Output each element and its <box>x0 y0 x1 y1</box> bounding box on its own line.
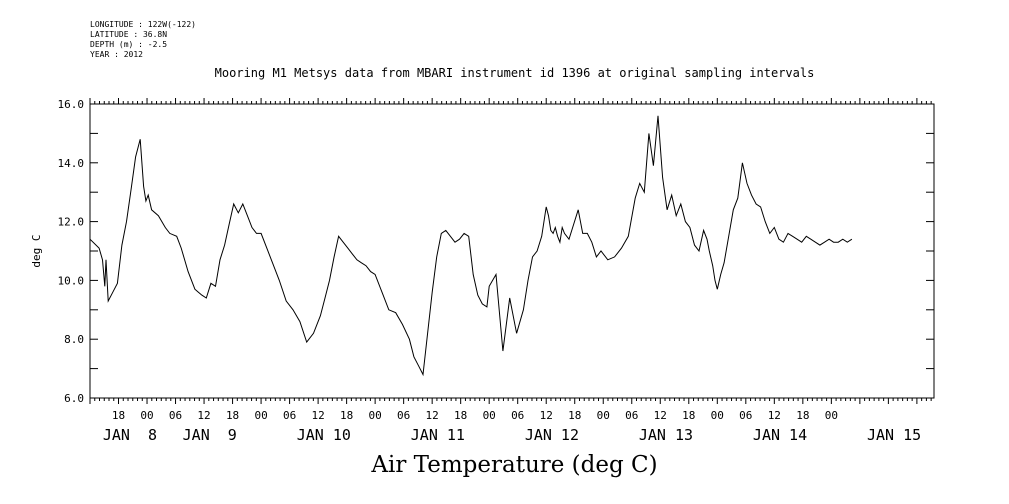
x-hour-label: 18 <box>226 409 239 422</box>
x-hour-label: 12 <box>197 409 210 422</box>
temperature-series-line <box>89 115 853 377</box>
y-tick-label: 14.0 <box>58 157 85 170</box>
x-hour-label: 06 <box>739 409 752 422</box>
x-hour-label: 00 <box>825 409 838 422</box>
latitude-text: LATITUDE : 36.8N <box>90 30 168 39</box>
x-day-label: JAN 15 <box>867 426 921 444</box>
x-hour-label: 12 <box>311 409 324 422</box>
x-axis-ticks: 18 00 06 12 18 00 06 12 18 00 06 12 18 00 06 12 18 00 06 12… <box>89 98 932 444</box>
x-hour-label: 00 <box>369 409 382 422</box>
x-day-label: JAN 14 <box>753 426 807 444</box>
y-axis-ticks: 6.0 8.0 10.0 12.0 14.0 16.0 <box>58 98 934 405</box>
x-day-label: JAN 11 <box>411 426 465 444</box>
x-hour-label: 12 <box>768 409 781 422</box>
x-hour-label: 00 <box>597 409 610 422</box>
x-day-label: JAN 12 <box>525 426 579 444</box>
y-tick-label: 16.0 <box>58 98 85 111</box>
x-hour-label: 06 <box>625 409 638 422</box>
x-hour-label: 06 <box>397 409 410 422</box>
x-hour-label: 06 <box>169 409 182 422</box>
metadata-block: LONGITUDE : 122W(-122) LATITUDE : 36.8N … <box>90 20 196 60</box>
y-tick-label: 10.0 <box>58 274 85 287</box>
x-hour-label: 18 <box>340 409 353 422</box>
depth-text: DEPTH (m) : -2.5 <box>90 40 168 49</box>
x-hour-label: 18 <box>796 409 809 422</box>
chart-caption: Air Temperature (deg C) <box>371 452 658 478</box>
x-hour-label: 18 <box>112 409 125 422</box>
x-day-label: JAN 10 <box>297 426 351 444</box>
y-tick-label: 12.0 <box>58 216 85 229</box>
x-hour-label: 18 <box>682 409 695 422</box>
x-day-label: JAN 8 <box>103 426 157 444</box>
x-hour-label: 18 <box>568 409 581 422</box>
longitude-text: LONGITUDE : 122W(-122) <box>90 20 196 29</box>
x-hour-label: 00 <box>140 409 153 422</box>
x-hour-label: 12 <box>654 409 667 422</box>
year-text: YEAR : 2012 <box>90 50 143 59</box>
x-hour-label: 06 <box>283 409 296 422</box>
x-hour-label: 12 <box>426 409 439 422</box>
plot-frame <box>89 103 935 399</box>
x-hour-label: 12 <box>540 409 553 422</box>
series-layer <box>89 115 853 377</box>
y-axis-label: deg C <box>30 234 43 267</box>
y-tick-label: 6.0 <box>64 392 84 405</box>
x-hour-label: 00 <box>711 409 724 422</box>
plot-border <box>89 103 935 399</box>
chart-title: Mooring M1 Metsys data from MBARI instru… <box>214 66 815 80</box>
x-hour-label: 06 <box>511 409 524 422</box>
x-hour-label: 00 <box>483 409 496 422</box>
x-hour-label: 18 <box>454 409 467 422</box>
y-tick-label: 8.0 <box>64 333 84 346</box>
x-hour-label: 00 <box>254 409 267 422</box>
x-day-label: JAN 9 <box>183 426 237 444</box>
x-day-label: JAN 13 <box>639 426 693 444</box>
